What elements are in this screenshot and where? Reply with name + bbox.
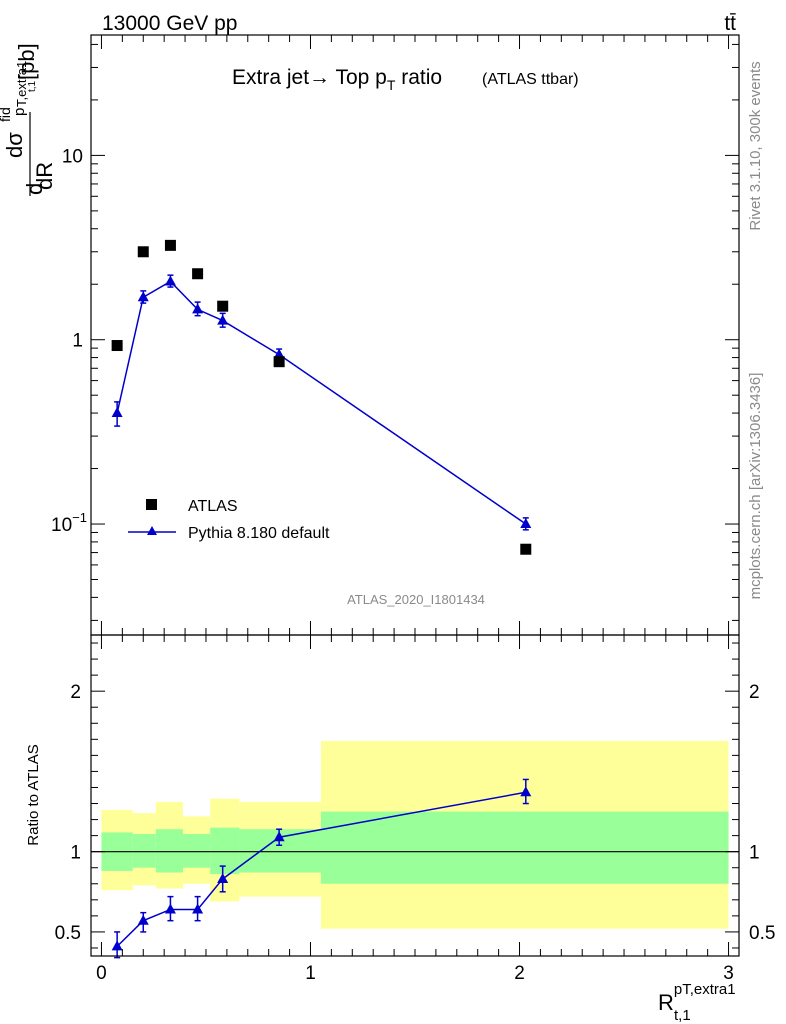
x-axis-label-superscript: pT,extra1	[674, 981, 736, 998]
ratio-point	[111, 940, 123, 951]
y-label-p: p	[11, 108, 28, 116]
process-label: tt̄	[724, 12, 736, 35]
pythia-point	[273, 348, 285, 359]
y-label-dsigma: dσ	[2, 132, 27, 158]
x-axis-label: RpT,extra1	[658, 981, 736, 1015]
y-label-t1: t,1	[27, 80, 38, 92]
y-label-dR: dR	[32, 162, 57, 190]
x-tick-label: 2	[514, 963, 525, 984]
plot-title: Extra jet→ Top pT ratio	[232, 66, 442, 93]
x-tick-label: 1	[305, 963, 316, 984]
energy-label: 13000 GeV pp	[102, 12, 237, 35]
uncertainty-band-green	[155, 829, 183, 873]
pythia-point	[164, 275, 176, 286]
uncertainty-band-green	[132, 834, 156, 868]
plot-title-main: Extra jet→ Top p	[232, 66, 387, 89]
main-plot-panel: 10−1 1 10 Extra jet→ Top pT ratio (ATLAS t…	[0, 34, 740, 636]
mcplots-label: mcplots.cern.ch [arXiv:1306.3436]	[747, 373, 764, 600]
y-label-pt-extra1: T,extra1	[14, 61, 29, 107]
legend-atlas-marker	[146, 499, 157, 510]
plot-subtitle: (ATLAS ttbar)	[482, 71, 579, 88]
pythia-point	[192, 303, 204, 314]
ratio-y-tick-label-left: 1	[70, 843, 81, 864]
ratio-plot-panel: 0.5 0.5 1 1 2 2 0 1 2 3 Ratio to ATLAS RpT,extra…	[25, 634, 775, 1024]
pythia-point	[520, 518, 532, 529]
legend-pythia-label: Pythia 8.180 default	[188, 525, 330, 542]
y-tick-label: 1	[72, 331, 83, 352]
x-tick-label: 0	[96, 963, 107, 984]
ratio-y-tick-label-right: 1	[749, 843, 760, 864]
legend-atlas-label: ATLAS	[188, 498, 238, 515]
analysis-label: ATLAS_2020_I1801434	[347, 592, 485, 607]
atlas-point	[192, 268, 204, 280]
atlas-point	[273, 356, 285, 368]
uncertainty-band-green	[182, 834, 211, 868]
pythia-point	[137, 291, 149, 302]
y-label-d: d	[22, 183, 47, 195]
legend-pythia-marker	[147, 526, 157, 535]
uncertainty-band-green	[320, 811, 729, 884]
ratio-y-tick-label-right: 2	[749, 682, 760, 703]
x-axis-label-subscript: t,1	[674, 1007, 691, 1024]
x-tick-label: 3	[723, 963, 734, 984]
ratio-y-tick-label-right: 0.5	[749, 923, 775, 944]
pythia-point	[217, 314, 229, 325]
atlas-point	[164, 239, 176, 251]
main-plot-frame	[90, 34, 740, 636]
ratio-point	[217, 872, 229, 883]
y-tick-label: 10−1	[51, 510, 87, 536]
pythia-series-line	[116, 280, 527, 525]
ratio-y-tick-label-left: 2	[70, 682, 81, 703]
y-label-unit: [pb]	[14, 43, 39, 80]
ratio-point	[137, 914, 149, 925]
atlas-point	[520, 543, 532, 555]
y-label-fid: fid	[0, 107, 13, 122]
atlas-point	[111, 340, 123, 352]
pythia-point	[111, 407, 123, 418]
ratio-y-axis-label: Ratio to ATLAS	[25, 744, 42, 845]
x-axis-label-main: R	[658, 990, 674, 1015]
ratio-point	[192, 903, 204, 914]
ratio-point	[273, 831, 285, 842]
atlas-point	[137, 246, 149, 258]
rivet-version-label: Rivet 3.1.10, 300k events	[747, 61, 764, 230]
uncertainty-band-green	[210, 827, 240, 875]
y-axis-label-main: d dσ fid p T,extra1 t,1 dR [pb]	[0, 43, 57, 196]
plot-title-subscript: T	[387, 77, 396, 93]
y-tick-label: 10	[62, 146, 83, 167]
ratio-y-tick-label-left: 0.5	[55, 923, 81, 944]
ratio-point	[164, 903, 176, 914]
ratio-point	[520, 786, 532, 797]
atlas-point	[217, 300, 229, 312]
plot-title-suffix: ratio	[395, 66, 442, 89]
legend: ATLAS Pythia 8.180 default	[128, 498, 330, 542]
